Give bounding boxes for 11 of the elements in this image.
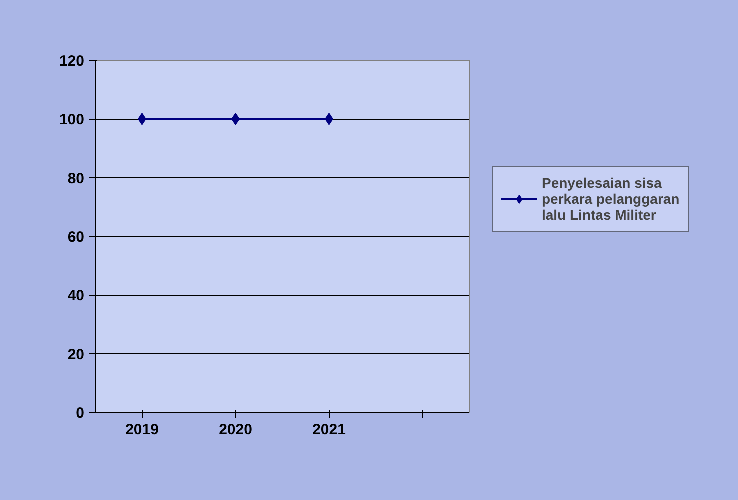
x-tick-label: 2019 [126, 422, 159, 438]
legend-label: Penyelesaian sisa perkara pelanggaran lalu Lintas Militer [542, 175, 680, 223]
y-tick-label: 40 [68, 288, 85, 305]
y-tick-label: 20 [68, 346, 85, 364]
y-tick-label: 80 [68, 170, 85, 188]
y-tick-label: 0 [76, 405, 84, 422]
x-tick-label: 2020 [219, 422, 252, 438]
y-tick-label: 100 [59, 112, 85, 129]
y-tick-label: 60 [68, 229, 85, 246]
x-tick-label: 2021 [312, 422, 346, 438]
y-tick-label: 120 [59, 53, 85, 70]
